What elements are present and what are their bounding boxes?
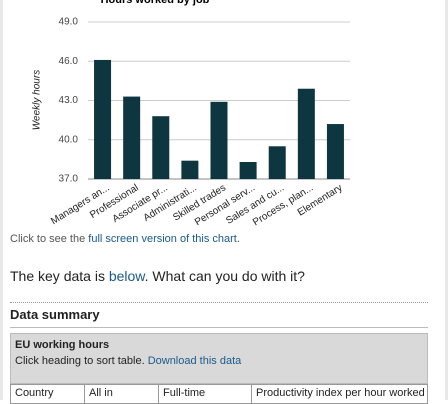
table-caption: EU working hours Click heading to sort t… (10, 333, 428, 384)
text: . What can you do with it? (144, 268, 305, 284)
y-tick-label: 49.0 (59, 17, 79, 28)
table-title: EU working hours (15, 339, 110, 351)
bar (326, 124, 344, 179)
download-link[interactable]: Download this data (147, 355, 242, 367)
bar (210, 101, 228, 179)
y-tick-label: 40.0 (59, 134, 79, 145)
column-header[interactable]: Country (15, 387, 54, 399)
chart-title: Hours worked by job (101, 0, 210, 6)
text: Click heading to sort table. (15, 355, 148, 367)
divider (10, 327, 428, 328)
text: . (236, 233, 240, 245)
bar (181, 160, 199, 179)
chart-link-line: Click to see the full screen version of … (10, 233, 240, 245)
divider (10, 302, 428, 303)
bar (123, 96, 141, 179)
intro-line: The key data is below. What can you do w… (10, 268, 305, 284)
section-title: Data summary (10, 307, 100, 322)
link[interactable]: below (108, 268, 145, 284)
text: The key data is (10, 268, 109, 284)
column-header[interactable]: Productivity index per hour worked (251, 385, 427, 403)
chart: Hours worked by job Weekly hours 37.0 40.… (32, 0, 350, 228)
y-tick-label: 46.0 (59, 56, 79, 67)
column-header[interactable]: Full-time (158, 385, 251, 403)
y-tick-label: 43.0 (59, 95, 79, 106)
link[interactable]: full screen version of this chart (88, 233, 237, 245)
bar (152, 116, 170, 179)
bar (239, 161, 257, 179)
text: Click to see the (10, 233, 89, 245)
table-header: Country All in Full-time Productivity index… (10, 384, 428, 404)
y-tick-label: 37.0 (59, 174, 79, 185)
y-axis-label: Weekly hours (32, 70, 43, 130)
bar (94, 59, 112, 179)
column-header[interactable]: All in (84, 385, 158, 403)
bar (268, 146, 286, 179)
table-note: Click heading to sort table. Download th… (15, 355, 241, 367)
bar (297, 88, 315, 179)
